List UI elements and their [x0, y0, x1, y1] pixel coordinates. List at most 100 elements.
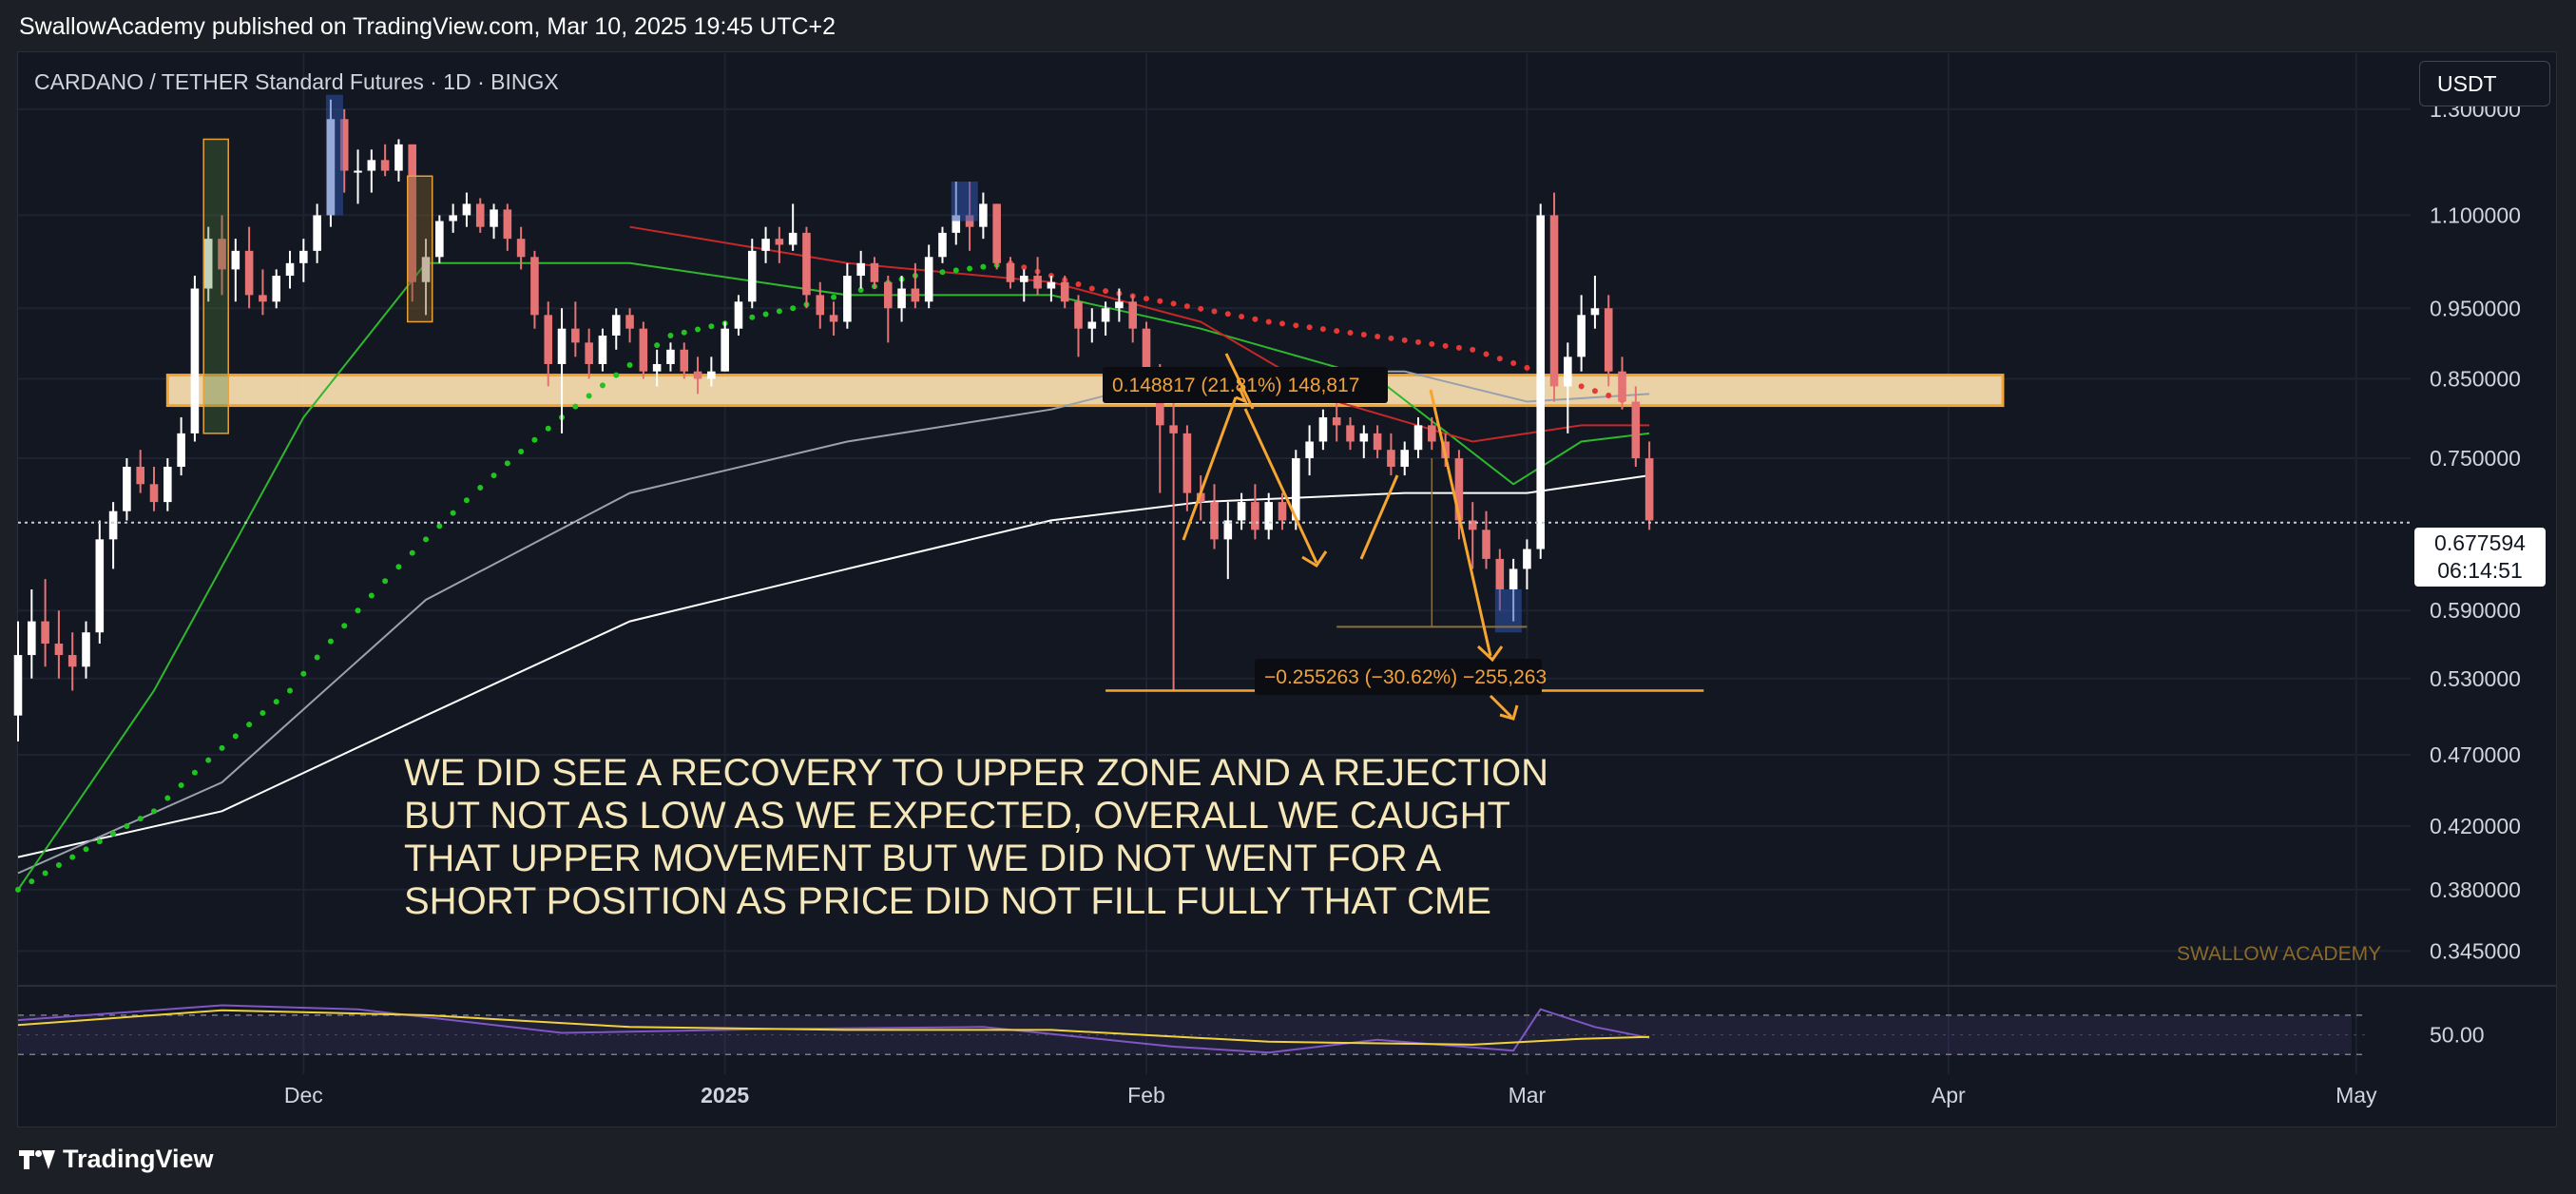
psar-dot [1265, 318, 1272, 325]
candle-body [67, 655, 77, 667]
currency-button[interactable]: USDT [2419, 61, 2550, 106]
ma-white-line [17, 474, 1650, 858]
psar-dot [436, 523, 443, 530]
psar-dot [29, 878, 35, 885]
candle-body [108, 510, 118, 540]
candle-body [1087, 321, 1097, 329]
psar-dot [423, 536, 430, 543]
psar-dot [490, 472, 497, 479]
last-price-value: 0.677594 [2434, 530, 2526, 555]
psar-dot [1143, 296, 1149, 302]
psar-dot [1347, 330, 1354, 337]
annotation-note-line: WE DID SEE A RECOVERY TO UPPER ZONE AND … [404, 752, 1548, 794]
psar-dot [857, 287, 864, 294]
psar-dot [110, 831, 117, 838]
candle-body [54, 644, 64, 656]
candle-body [1292, 458, 1300, 521]
psar-dot [1075, 280, 1082, 287]
psar-dot [790, 305, 797, 312]
y-tick-label: 0.850000 [2430, 367, 2521, 392]
candle-body [1142, 328, 1151, 372]
psar-dot [762, 311, 769, 318]
y-tick-label: 0.345000 [2430, 938, 2521, 963]
candle-body [435, 221, 444, 258]
psar-dot [477, 485, 484, 491]
psar-dot [355, 607, 361, 614]
candle-body [585, 342, 593, 364]
candle-body [883, 281, 893, 309]
ma-gray-line [17, 370, 1650, 875]
psar-dot [219, 744, 225, 751]
measure-up-box [1103, 367, 1388, 403]
candle-body [41, 621, 49, 645]
candle-body [1400, 450, 1410, 468]
y-tick-label: 0.530000 [2430, 666, 2521, 691]
candle-body [897, 288, 906, 309]
candle-body [1482, 530, 1490, 559]
candle-body [28, 621, 36, 656]
candle-body [1101, 308, 1110, 322]
psar-dot [667, 332, 674, 338]
psar-dot [776, 308, 782, 315]
candle-body [829, 315, 838, 322]
candle-body [231, 250, 240, 270]
x-tick-label: 2025 [701, 1083, 749, 1107]
ema-red-line [629, 225, 1650, 443]
psar-dot [260, 710, 266, 717]
psar-dot [164, 795, 171, 801]
candle-body [761, 239, 770, 251]
psar-dot [586, 393, 592, 399]
y-tick-label: 0.380000 [2430, 877, 2521, 902]
psar-dot [695, 326, 702, 333]
candle-body [775, 239, 784, 245]
psar-dot [749, 314, 756, 320]
candle-body [177, 433, 185, 468]
arrow-head [1476, 645, 1504, 663]
psar-dot [287, 687, 294, 694]
candle-body [203, 239, 213, 289]
psar-dot [1334, 328, 1340, 335]
annotation-note-line: BUT NOT AS LOW AS WE EXPECTED, OVERALL W… [404, 795, 1510, 837]
psar-dot [1252, 316, 1259, 322]
candle-body [1060, 281, 1069, 302]
rsi-level-label: 50.00 [2430, 1023, 2485, 1048]
rsi-band [18, 1014, 2352, 1055]
candle-body [856, 262, 865, 277]
candle-body [707, 371, 716, 379]
psar-dot [980, 263, 987, 270]
candle-body [1495, 558, 1505, 589]
candle-body [1237, 502, 1246, 521]
candle-body [544, 315, 553, 364]
candle-body [285, 262, 295, 277]
psar-dot [1183, 303, 1190, 310]
psar-dot [1375, 333, 1381, 339]
candle-body [598, 335, 607, 364]
footer: TradingView [0, 1127, 2576, 1194]
candle-body [1251, 502, 1259, 530]
candle-body [924, 257, 933, 302]
psar-dot [599, 382, 606, 389]
psar-dot [572, 403, 579, 410]
psar-dot [205, 757, 212, 763]
psar-dot [55, 861, 62, 868]
psar-dot [1279, 320, 1286, 327]
psar-dot [545, 425, 551, 432]
psar-dot [137, 816, 144, 822]
psar-dot [395, 564, 402, 570]
candle-body [394, 144, 403, 171]
psar-dot [1496, 356, 1503, 362]
candle-body [123, 467, 131, 511]
psar-dot [1591, 388, 1598, 395]
candle-body [408, 144, 417, 282]
psar-dot [1239, 313, 1245, 319]
tradingview-brand[interactable]: TradingView [19, 1145, 214, 1174]
candle-body [82, 632, 90, 667]
psar-dot [681, 329, 687, 336]
candle-body [136, 467, 145, 485]
candle-body [218, 239, 226, 270]
x-tick-label: May [2336, 1083, 2377, 1107]
candle-body [788, 232, 798, 245]
candle-body [952, 215, 961, 233]
psar-dot [273, 699, 279, 705]
